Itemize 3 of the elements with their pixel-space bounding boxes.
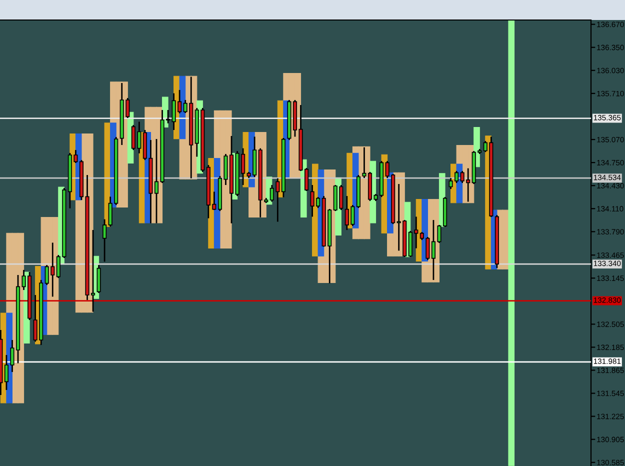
bar bbox=[508, 20, 515, 466]
candlestick bbox=[102, 218, 107, 262]
candlestick bbox=[96, 264, 101, 294]
